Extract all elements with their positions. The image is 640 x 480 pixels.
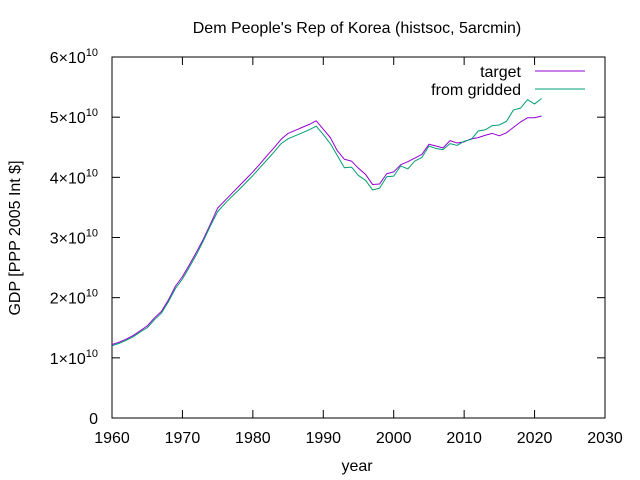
x-tick-label: 1990: [305, 430, 341, 447]
x-axis-label: year: [341, 458, 373, 475]
x-tick-label: 2000: [376, 430, 412, 447]
legend-label-from-gridded: from gridded: [431, 82, 521, 99]
chart-title: Dem People's Rep of Korea (histsoc, 5arc…: [193, 20, 522, 37]
y-tick-label: 4×1010: [50, 167, 98, 187]
x-tick-label: 1980: [235, 430, 271, 447]
series-line-from-gridded: [111, 98, 542, 347]
x-tick-label: 1960: [94, 430, 130, 447]
y-tick-label: 3×1010: [50, 228, 98, 248]
x-axis: 1960 1970 1980 1990 2000 2010 2020 2030: [94, 57, 623, 447]
x-tick-label: 2010: [446, 430, 482, 447]
legend-label-target: target: [480, 64, 521, 81]
plot-frame: [111, 56, 606, 419]
series-layer: [111, 98, 542, 347]
legend: target from gridded: [431, 64, 585, 99]
y-tick-label: 5×1010: [50, 107, 98, 127]
y-axis: 0 1×1010 2×1010 3×1010 4×1010 5×1010 6×1010: [50, 47, 605, 428]
y-tick-label: 6×1010: [50, 47, 98, 67]
y-tick-label: 0: [89, 411, 98, 428]
x-tick-label: 1970: [165, 430, 201, 447]
x-tick-label: 2030: [587, 430, 623, 447]
plot-area-border: [111, 56, 606, 419]
x-tick-label: 2020: [517, 430, 553, 447]
y-axis-label: GDP [PPP 2005 Int $]: [7, 160, 24, 315]
series-line-target: [111, 115, 542, 346]
y-tick-label: 1×1010: [50, 348, 98, 368]
y-tick-label: 2×1010: [50, 288, 98, 308]
